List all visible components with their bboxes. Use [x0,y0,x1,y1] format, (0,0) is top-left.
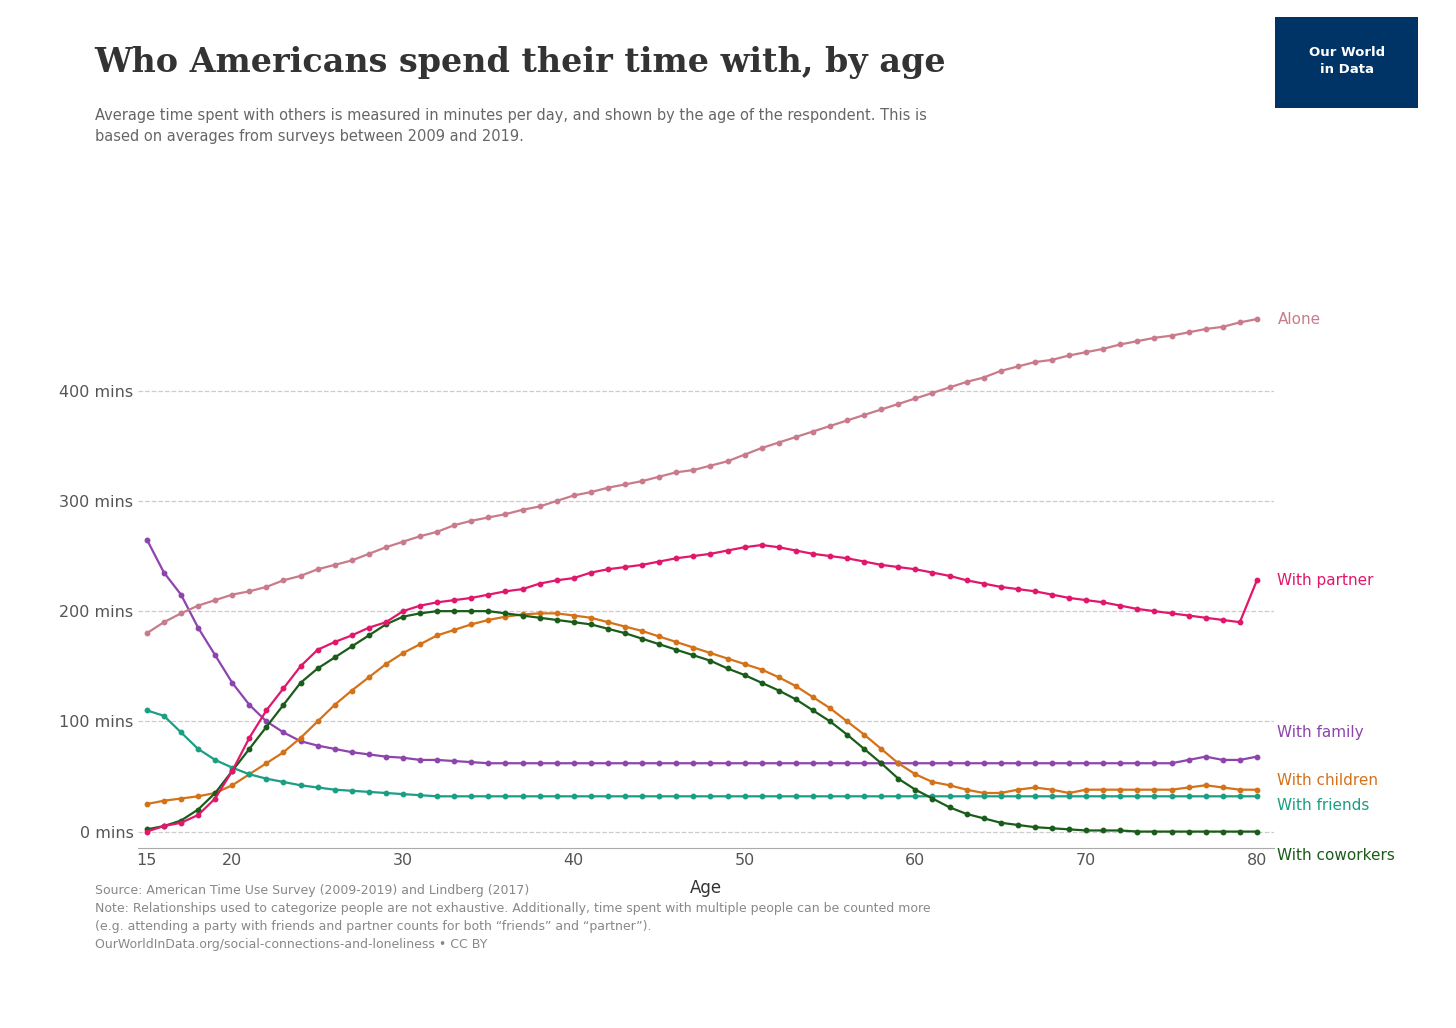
Text: With family: With family [1277,725,1364,740]
Text: With friends: With friends [1277,798,1370,812]
Text: With coworkers: With coworkers [1277,848,1395,864]
Text: Our World
in Data: Our World in Data [1309,46,1385,76]
Text: Source: American Time Use Survey (2009-2019) and Lindberg (2017)
Note: Relations: Source: American Time Use Survey (2009-2… [95,884,930,951]
X-axis label: Age: Age [690,879,722,897]
Text: Alone: Alone [1277,311,1321,327]
Text: With partner: With partner [1277,573,1374,588]
Text: Average time spent with others is measured in minutes per day, and shown by the : Average time spent with others is measur… [95,108,926,144]
Text: With children: With children [1277,773,1379,788]
Text: Who Americans spend their time with, by age: Who Americans spend their time with, by … [95,46,946,79]
